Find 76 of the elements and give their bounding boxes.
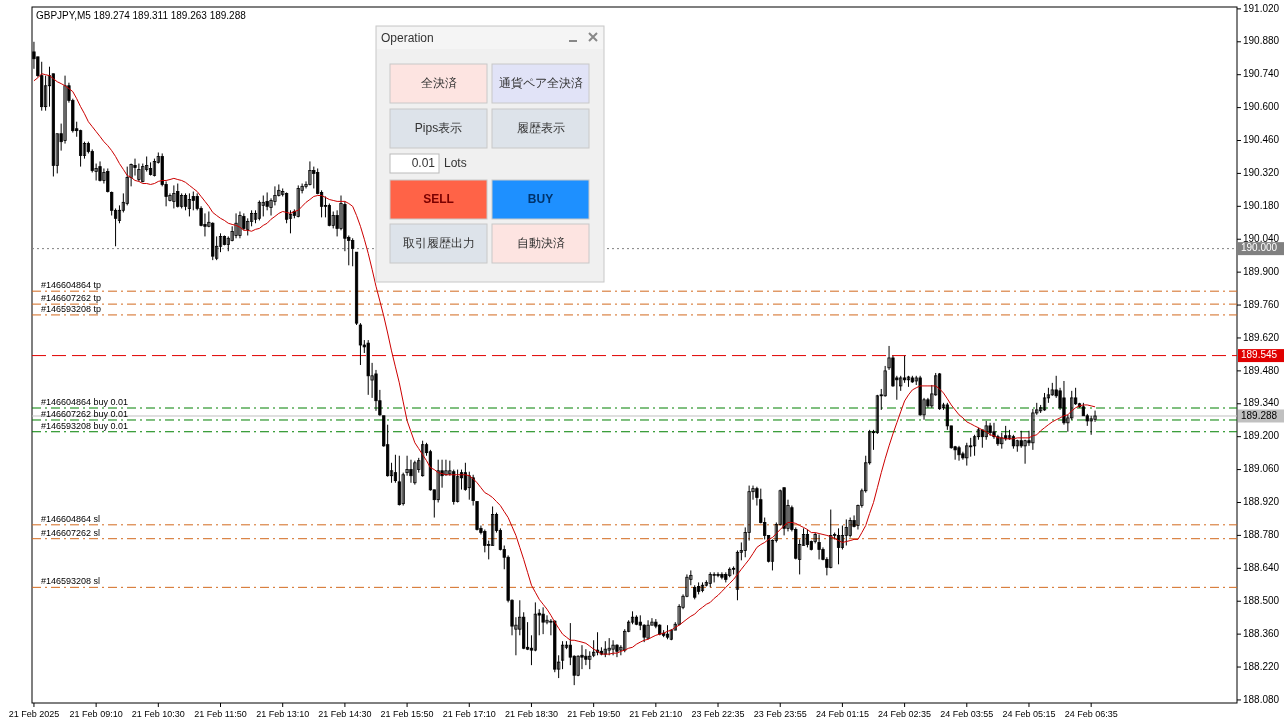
ref-label: 189.288	[1238, 409, 1284, 423]
xtick: 21 Feb 10:30	[131, 709, 185, 719]
ref-label: 189.545	[1238, 349, 1284, 363]
ref-label: #146593208 buy 0.01	[41, 420, 129, 431]
xtick: 21 Feb 19:50	[567, 709, 621, 719]
ytick: 190.740	[1243, 68, 1280, 80]
xtick: 23 Feb 22:35	[691, 709, 745, 719]
annotation: 自動決済	[516, 235, 565, 250]
ref-label: #146604864 buy 0.01	[41, 397, 129, 407]
ref-label: #146604864 sl	[41, 513, 101, 524]
xtick: 21 Feb 2025	[8, 709, 60, 719]
ytick: 188.080	[1243, 693, 1280, 705]
xtick: 24 Feb 02:35	[878, 709, 932, 719]
xtick: 21 Feb 15:50	[380, 709, 434, 719]
ref-line-label: 190.000	[1241, 242, 1278, 254]
ytick: 189.060	[1243, 463, 1280, 475]
button: 履歴表示	[491, 108, 590, 149]
xtick: 24 Feb 05:15	[1002, 709, 1056, 719]
annotation: SELL	[423, 191, 454, 206]
button: 全決済	[389, 63, 488, 104]
ref-label: #146607262 sl	[41, 527, 101, 538]
input: 0.01	[389, 153, 440, 174]
xtick: 24 Feb 01:15	[815, 709, 869, 719]
ytick: 188.640	[1243, 561, 1280, 573]
button: 自動決済	[491, 223, 590, 264]
xtick: 21 Feb 09:10	[69, 709, 123, 719]
ytick: 188.920	[1243, 496, 1280, 508]
xtick: 24 Feb 06:35	[1064, 709, 1118, 719]
xtick: 23 Feb 23:55	[753, 709, 807, 719]
button: 通貨ペア全決済	[491, 63, 590, 104]
ytick: 189.760	[1243, 298, 1280, 310]
annotation: 通貨ペア全決済	[498, 75, 583, 90]
ytick: 190.460	[1243, 134, 1280, 146]
xtick: 21 Feb 13:10	[256, 709, 310, 719]
ref-label: #146604864 tp	[41, 280, 102, 291]
ytick: 189.900	[1243, 265, 1280, 277]
ytick: 188.500	[1243, 594, 1280, 606]
annotation: 全決済	[420, 75, 457, 90]
button: 取引履歴出力	[389, 223, 488, 264]
annotation: Pips表示	[414, 120, 463, 135]
ytick: 189.480	[1243, 364, 1280, 376]
title: GBPJPY,M5 189.274 189.311 189.263 189.288	[36, 10, 246, 21]
label: Lots	[444, 156, 467, 171]
ref-line-label: 189.545	[1241, 349, 1278, 361]
ref-label: 190.000	[1238, 242, 1284, 256]
ytick: 188.360	[1243, 627, 1280, 639]
ytick: 190.320	[1243, 167, 1280, 179]
ref-label: #146607262 buy 0.01	[41, 409, 129, 419]
button: Pips表示	[389, 108, 488, 149]
ytick: 188.220	[1243, 660, 1280, 672]
ref-label: #146593208 sl	[41, 576, 101, 587]
annotation: 0.01	[411, 156, 436, 171]
ytick: 190.040	[1243, 232, 1280, 244]
ytick: 191.020	[1243, 2, 1280, 14]
ytick: 189.200	[1243, 430, 1280, 442]
xtick: 21 Feb 14:30	[318, 709, 372, 719]
annotation: BUY	[527, 191, 554, 206]
ytick: 190.600	[1243, 101, 1280, 113]
ytick: 190.880	[1243, 35, 1280, 47]
ref-line-label: 189.288	[1241, 409, 1278, 421]
xtick: 21 Feb 11:50	[194, 709, 247, 719]
annotation: 履歴表示	[516, 120, 565, 135]
button: SELL	[389, 179, 488, 220]
ytick: 189.340	[1243, 397, 1280, 409]
ref-label: #146593208 tp	[41, 303, 102, 314]
xtick: 21 Feb 18:30	[504, 709, 558, 719]
button: BUY	[491, 179, 590, 220]
annotation: 取引履歴出力	[402, 235, 475, 250]
xtick: 21 Feb 17:10	[442, 709, 496, 719]
xtick: 24 Feb 03:55	[940, 709, 994, 719]
ytick: 188.780	[1243, 529, 1280, 541]
ref-label: #146607262 tp	[41, 293, 102, 304]
panel-title: Operation	[381, 31, 434, 45]
xtick: 21 Feb 21:10	[629, 709, 683, 719]
ytick: 189.620	[1243, 331, 1280, 343]
ytick: 190.180	[1243, 199, 1280, 211]
